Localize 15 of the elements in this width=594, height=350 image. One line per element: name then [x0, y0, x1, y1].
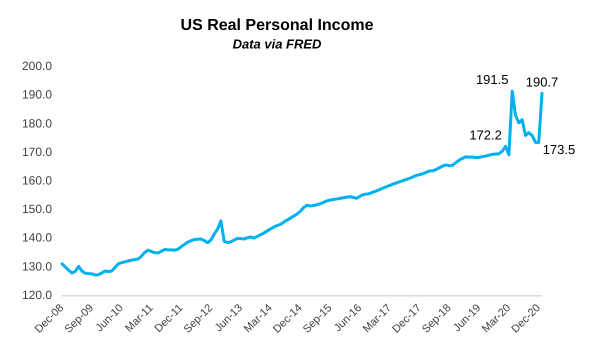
data-label: 173.5 — [542, 142, 576, 158]
chart-title: US Real Personal Income — [180, 17, 374, 34]
y-tick-label: 120.0 — [22, 288, 52, 302]
y-tick-label: 150.0 — [22, 202, 52, 216]
data-label: 191.5 — [476, 72, 508, 88]
data-label: 190.7 — [526, 74, 558, 90]
y-tick-label: 140.0 — [22, 230, 52, 245]
y-tick-label: 170.0 — [22, 144, 52, 159]
y-tick-label: 200.0 — [22, 59, 52, 74]
data-label: 172.2 — [469, 127, 502, 142]
y-tick-label: 190.0 — [22, 88, 52, 102]
y-tick-label: 180.0 — [22, 116, 52, 130]
chart-subtitle: Data via FRED — [232, 36, 322, 52]
y-tick-label: 130.0 — [22, 259, 52, 274]
y-tick-label: 160.0 — [22, 174, 52, 188]
